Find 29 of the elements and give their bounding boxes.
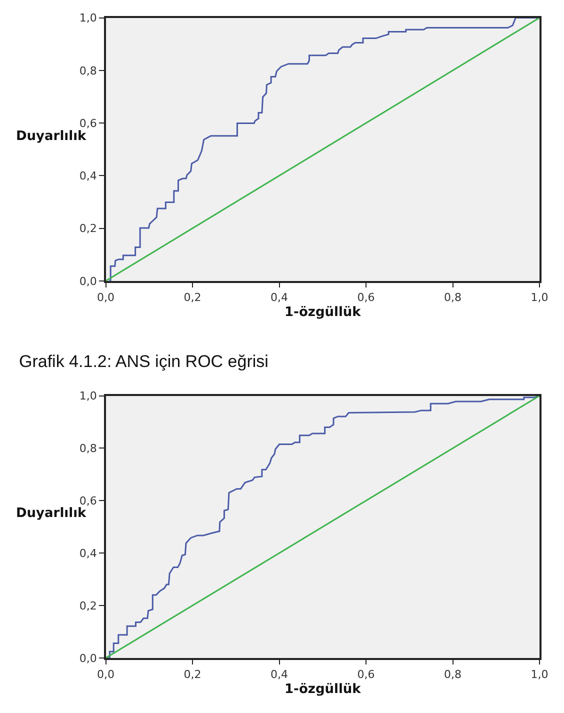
y-tick-label: 0,0 bbox=[79, 274, 97, 288]
x-tick-label: 0,8 bbox=[444, 668, 462, 681]
x-tick-label: 0,0 bbox=[97, 668, 115, 681]
y-tick-label: 0,4 bbox=[79, 170, 97, 182]
x-axis-title: 1-özgüllük bbox=[284, 304, 362, 320]
x-tick-label: 0,4 bbox=[270, 668, 288, 681]
x-tick-label: 1,0 bbox=[530, 668, 548, 681]
y-tick-label: 1,0 bbox=[79, 390, 97, 403]
y-tick-label: 0,6 bbox=[79, 494, 97, 508]
y-tick-label: 0,2 bbox=[79, 222, 97, 236]
x-tick-label: 0,6 bbox=[357, 668, 375, 681]
y-tick-label: 0,8 bbox=[79, 442, 97, 456]
y-axis-title: Duyarlılık bbox=[16, 129, 87, 144]
chart-title: Grafik 4.1.2: ANS için ROC eğrisi bbox=[19, 352, 268, 371]
y-tick-label: 0,8 bbox=[79, 64, 97, 78]
x-tick-label: 0,6 bbox=[357, 290, 375, 304]
x-tick-label: 0,4 bbox=[270, 290, 288, 304]
x-tick-label: 0,2 bbox=[184, 290, 202, 304]
y-tick-label: 0,4 bbox=[79, 546, 97, 560]
y-tick-label: 1,0 bbox=[79, 12, 97, 25]
x-axis-title: 1-özgüllük bbox=[284, 682, 362, 697]
y-tick-label: 0,2 bbox=[79, 599, 97, 612]
x-tick-label: 1,0 bbox=[530, 290, 548, 304]
x-tick-label: 0,2 bbox=[184, 668, 202, 681]
y-tick-label: 0,0 bbox=[79, 652, 97, 665]
y-axis-title: Duyarlılık bbox=[16, 506, 87, 521]
x-tick-label: 0,8 bbox=[444, 290, 462, 304]
y-tick-label: 0,6 bbox=[79, 116, 97, 130]
x-tick-label: 0,0 bbox=[97, 290, 115, 304]
